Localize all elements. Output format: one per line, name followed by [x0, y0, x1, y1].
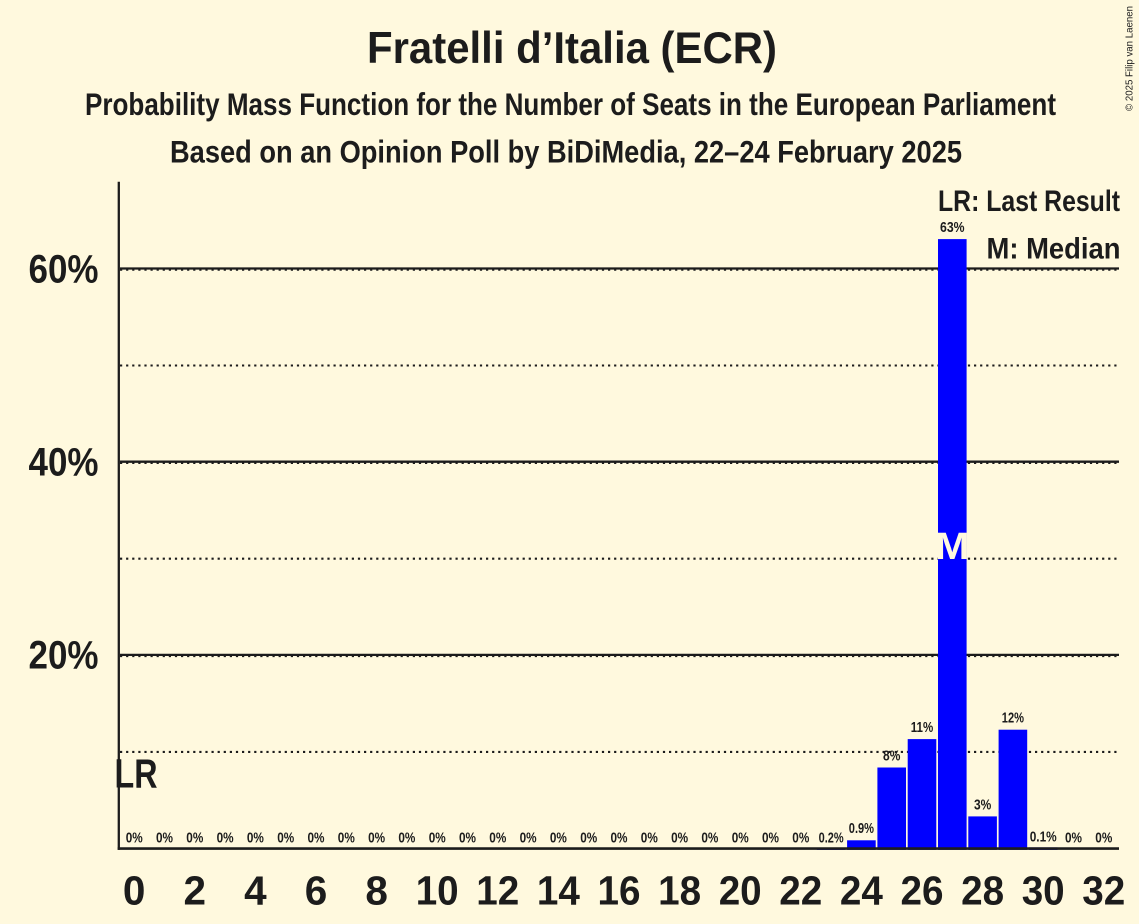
- svg-text:14: 14: [537, 868, 580, 914]
- svg-text:M: M: [935, 526, 970, 568]
- svg-text:Probability Mass Function for: Probability Mass Function for the Number…: [85, 86, 1056, 122]
- svg-text:22: 22: [779, 868, 822, 914]
- svg-text:28: 28: [961, 868, 1004, 914]
- svg-text:0%: 0%: [398, 830, 415, 847]
- svg-text:12: 12: [476, 868, 519, 914]
- svg-text:0%: 0%: [611, 830, 628, 847]
- svg-text:0%: 0%: [368, 830, 385, 847]
- svg-text:0%: 0%: [1095, 830, 1112, 847]
- svg-text:0%: 0%: [459, 830, 476, 847]
- svg-text:32: 32: [1082, 868, 1125, 914]
- svg-text:0%: 0%: [489, 830, 506, 847]
- svg-text:0%: 0%: [792, 830, 809, 847]
- svg-text:Based on an Opinion Poll by Bi: Based on an Opinion Poll by BiDiMedia, 2…: [170, 133, 962, 169]
- svg-text:0%: 0%: [186, 830, 203, 847]
- svg-text:4: 4: [244, 868, 267, 914]
- svg-text:63%: 63%: [940, 219, 965, 236]
- svg-text:6: 6: [305, 868, 328, 914]
- svg-text:0.1%: 0.1%: [1030, 829, 1057, 846]
- svg-text:© 2025 Filip van Laenen: © 2025 Filip van Laenen: [1124, 6, 1136, 111]
- svg-text:40%: 40%: [29, 441, 99, 485]
- svg-text:Fratelli d’Italia (ECR): Fratelli d’Italia (ECR): [367, 24, 777, 73]
- svg-text:LR: LR: [115, 751, 158, 797]
- svg-text:8: 8: [365, 868, 388, 914]
- svg-text:10: 10: [416, 868, 459, 914]
- svg-text:M: Median: M: Median: [987, 233, 1121, 266]
- svg-text:30: 30: [1022, 868, 1065, 914]
- svg-text:0.2%: 0.2%: [819, 830, 844, 847]
- svg-text:0%: 0%: [247, 830, 264, 847]
- svg-text:0.9%: 0.9%: [849, 820, 874, 837]
- svg-text:11%: 11%: [911, 719, 933, 736]
- svg-text:3%: 3%: [974, 796, 991, 813]
- svg-text:0%: 0%: [277, 830, 294, 847]
- svg-text:20%: 20%: [29, 634, 99, 678]
- svg-text:0%: 0%: [1065, 830, 1082, 847]
- svg-text:0%: 0%: [701, 830, 718, 847]
- svg-text:0%: 0%: [156, 830, 173, 847]
- svg-text:0%: 0%: [671, 830, 688, 847]
- svg-text:60%: 60%: [29, 247, 99, 291]
- svg-text:LR: Last Result: LR: Last Result: [938, 185, 1120, 218]
- svg-text:0%: 0%: [338, 830, 355, 847]
- svg-text:2: 2: [184, 868, 207, 914]
- svg-text:16: 16: [598, 868, 641, 914]
- svg-text:0%: 0%: [429, 830, 446, 847]
- svg-text:0%: 0%: [550, 830, 567, 847]
- svg-text:12%: 12%: [1002, 710, 1024, 727]
- svg-text:0%: 0%: [308, 830, 325, 847]
- svg-text:0%: 0%: [580, 830, 597, 847]
- svg-text:0%: 0%: [641, 830, 658, 847]
- svg-text:0%: 0%: [217, 830, 234, 847]
- svg-text:8%: 8%: [883, 748, 900, 765]
- svg-text:24: 24: [840, 868, 883, 914]
- svg-text:20: 20: [719, 868, 762, 914]
- svg-text:0: 0: [123, 868, 146, 914]
- svg-text:0%: 0%: [126, 830, 143, 847]
- svg-text:0%: 0%: [762, 830, 779, 847]
- svg-text:0%: 0%: [520, 830, 537, 847]
- svg-text:18: 18: [658, 868, 701, 914]
- svg-text:0%: 0%: [732, 830, 749, 847]
- svg-text:26: 26: [901, 868, 944, 914]
